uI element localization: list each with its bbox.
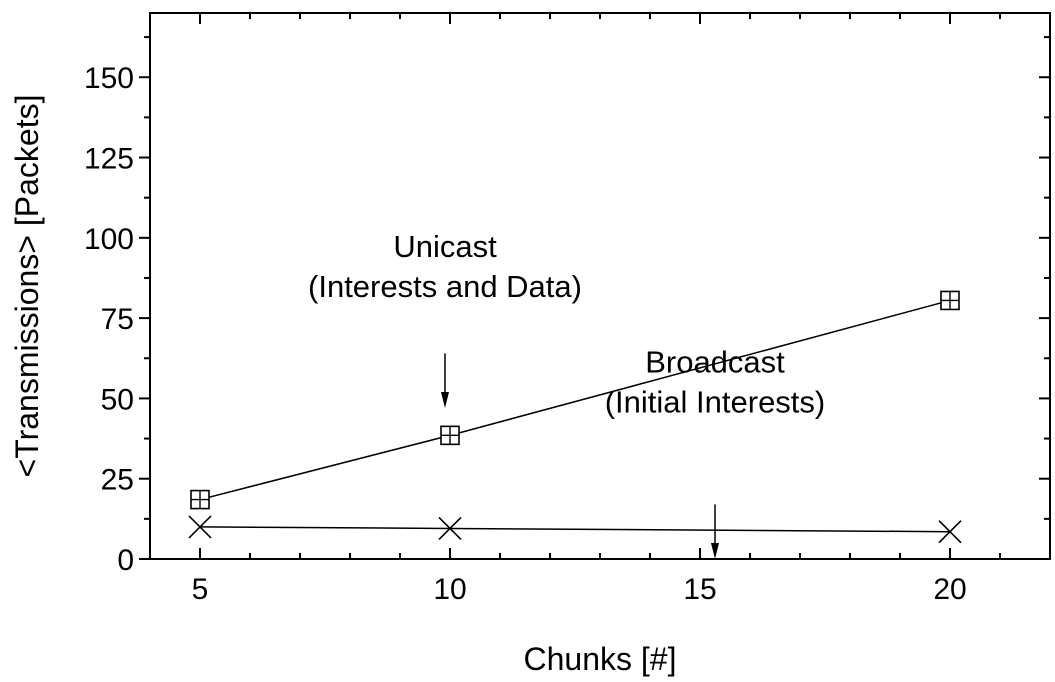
y-tick-label: 75 xyxy=(101,303,134,336)
series-layer xyxy=(188,290,962,544)
annotation-arrowhead xyxy=(441,392,449,409)
x-tick-label: 20 xyxy=(933,573,966,606)
y-tick-label: 100 xyxy=(84,223,134,256)
data-point xyxy=(940,290,960,311)
data-point xyxy=(438,516,462,541)
x-tick-label: 5 xyxy=(192,573,209,606)
x-axis: 5 10 15 20 xyxy=(149,13,1051,606)
data-point xyxy=(190,489,210,510)
annotations: Unicast (Interests and Data) Broadcast (Ini… xyxy=(308,229,825,559)
x-axis-title: Chunks [#] xyxy=(524,641,677,677)
y-tick-label: 0 xyxy=(117,544,134,577)
annotation-text: Unicast xyxy=(393,229,497,264)
y-axis-title: <Transmissions> [Packets] xyxy=(9,95,45,478)
x-tick-label: 10 xyxy=(433,573,466,606)
y-axis: 0 25 50 75 100 125 150 xyxy=(84,36,1050,577)
data-point xyxy=(938,520,962,544)
y-tick-label: 25 xyxy=(101,464,134,497)
annotation-text: Broadcast xyxy=(645,345,785,380)
data-point xyxy=(440,425,460,446)
y-tick-label: 150 xyxy=(84,62,134,95)
annotation-text: (Interests and Data) xyxy=(308,269,582,304)
data-point xyxy=(188,515,212,539)
annotation-text: (Initial Interests) xyxy=(605,385,826,420)
x-tick-label: 15 xyxy=(683,573,716,606)
series-line-0 xyxy=(199,299,951,501)
series-line-1 xyxy=(199,526,951,533)
y-tick-label: 125 xyxy=(84,143,134,176)
annotation-arrowhead xyxy=(711,543,719,559)
y-tick-label: 50 xyxy=(101,383,134,416)
